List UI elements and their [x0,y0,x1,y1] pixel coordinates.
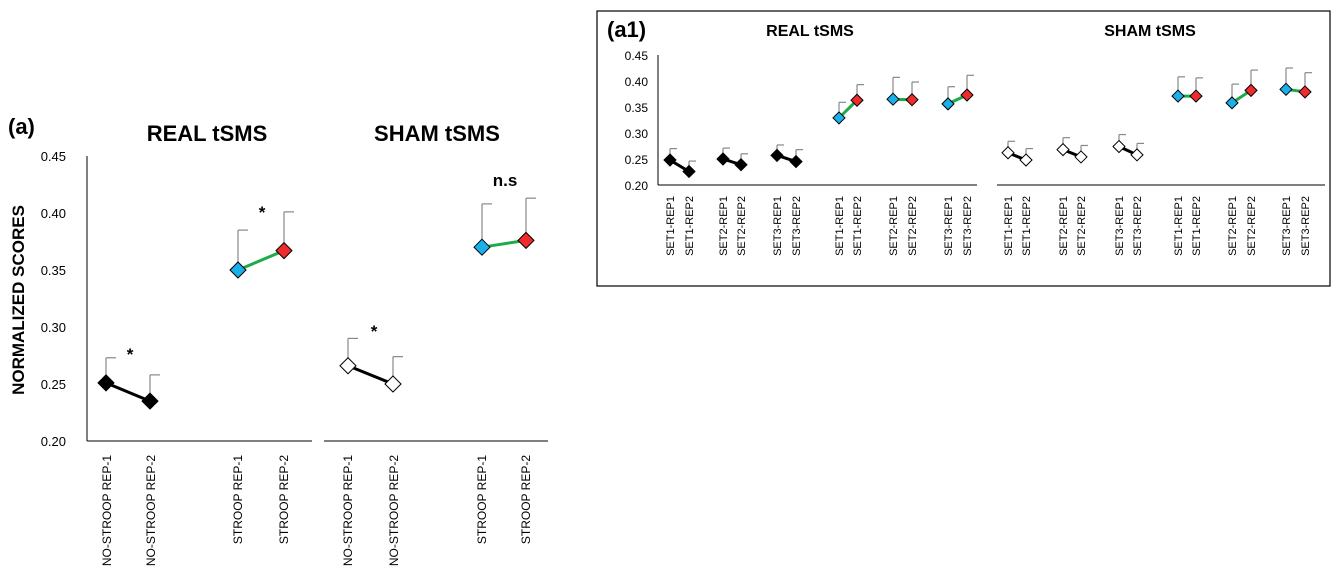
significance-mark: n.s [493,171,518,190]
panel-a1-ytick: 0.45 [625,49,649,63]
panel-a-label: (a) [8,114,35,139]
category-label: SET1-REP2 [852,196,864,256]
panel-a-ytick: 0.30 [41,320,66,335]
series-line [105,381,151,403]
panel-a-ytick: 0.25 [41,377,66,392]
data-point-rep2 [789,154,803,169]
data-point-rep1 [339,357,357,375]
series-line [347,364,394,386]
data-point-rep1 [97,374,115,392]
category-label: SET3-REP1 [943,196,955,256]
category-label: SET2-REP1 [1058,196,1070,256]
panel-a1-ytick: 0.20 [625,179,649,193]
panel-a-category-label: NO-STROOP REP-2 [387,455,401,566]
significance-mark: * [371,322,378,341]
data-point-rep1 [941,97,955,111]
data-point-rep1 [716,152,730,166]
category-label: SET3-REP2 [1300,196,1312,256]
panel-a-category-label: STROOP REP-2 [519,455,533,544]
category-label: SET3-REP1 [772,196,784,256]
panel-a-ytick: 0.20 [41,434,66,449]
category-label: SET1-REP1 [834,196,846,256]
data-point-rep2 [1298,85,1312,99]
category-label: SET2-REP2 [1246,196,1258,256]
panel-a1-plot-area: SET1-REP1 SET1-REP2 SET2-REP1 SET2-REP2 SET3… [663,67,1312,256]
category-label: SET3-REP2 [962,196,974,256]
panel-a-plot-area [97,197,536,410]
data-point-rep2 [734,158,748,172]
data-point-rep1 [1225,96,1239,110]
data-point-rep2 [1189,89,1203,103]
data-point-rep2 [1074,150,1088,164]
data-point-rep2 [275,241,293,260]
panel-a-sham-title: SHAM tSMS [374,121,500,146]
data-point-rep1 [1279,82,1293,97]
panel-a1-ytick: 0.40 [625,75,649,89]
category-label: SET3-REP1 [1281,196,1293,256]
category-label: SET2-REP1 [1227,196,1239,256]
category-label: SET2-REP2 [907,196,919,256]
data-point-rep1 [1171,89,1185,103]
data-point-rep2 [1244,83,1258,98]
data-point-rep1 [229,261,247,279]
category-label: SET2-REP1 [718,196,730,256]
category-label: SET1-REP1 [1173,196,1185,256]
data-point-rep2 [141,392,159,410]
category-label: SET3-REP1 [1114,196,1126,256]
data-point-rep1 [663,153,677,167]
panel-a1-label: (a1) [607,17,646,42]
data-point-rep1 [473,238,491,256]
data-point-rep2 [850,93,864,107]
series-line [237,249,285,272]
category-label: SET2-REP2 [736,196,748,256]
data-point-rep2 [517,231,535,250]
data-point-rep1 [1112,139,1126,154]
data-point-rep2 [1130,148,1144,162]
panel-a1-ytick: 0.35 [625,101,649,115]
panel-a-ytick: 0.45 [41,149,66,164]
panel-a1-sham-title: SHAM tSMS [1104,23,1196,40]
category-label: SET2-REP2 [1076,196,1088,256]
panel-a1-ytick: 0.25 [625,153,649,167]
category-label: SET1-REP2 [684,196,696,256]
data-point-rep2 [905,93,919,107]
panel-a-category-label: NO-STROOP REP-1 [341,455,355,566]
category-label: SET1-REP2 [1191,196,1203,256]
category-label: SET2-REP1 [888,196,900,256]
significance-mark: * [259,203,266,222]
panel-a-y-axis-label: NORMALIZED SCORES [9,205,28,395]
panel-a-category-label: STROOP REP-1 [231,455,245,544]
panel-a-real-title: REAL tSMS [147,121,268,146]
data-point-rep1 [832,111,846,125]
panel-a-ytick: 0.35 [41,263,66,278]
data-point-rep2 [960,88,974,102]
panel-a1-ytick: 0.30 [625,127,649,141]
category-label: SET3-REP2 [791,196,803,256]
data-point-rep1 [1001,146,1015,160]
significance-mark: * [127,345,134,364]
panel-a1-frame [596,10,1331,287]
data-point-rep1 [886,92,900,106]
panel-a-category-label: STROOP REP-1 [475,455,489,544]
panel-a-ytick: 0.40 [41,206,66,221]
data-point-rep2 [682,164,696,179]
data-point-rep1 [770,148,784,163]
panel-a-category-label: STROOP REP-2 [277,455,291,544]
category-label: SET3-REP2 [1132,196,1144,256]
panel-a-category-label: NO-STROOP REP-1 [100,455,114,566]
data-point-rep2 [384,375,402,393]
panel-a-category-label: NO-STROOP REP-2 [144,455,158,566]
data-point-rep2 [1019,153,1033,167]
panel-a1-real-title: REAL tSMS [766,23,854,40]
data-point-rep1 [1056,142,1070,157]
category-label: SET1-REP2 [1021,196,1033,256]
category-label: SET1-REP1 [665,196,677,256]
category-label: SET1-REP1 [1003,196,1015,256]
